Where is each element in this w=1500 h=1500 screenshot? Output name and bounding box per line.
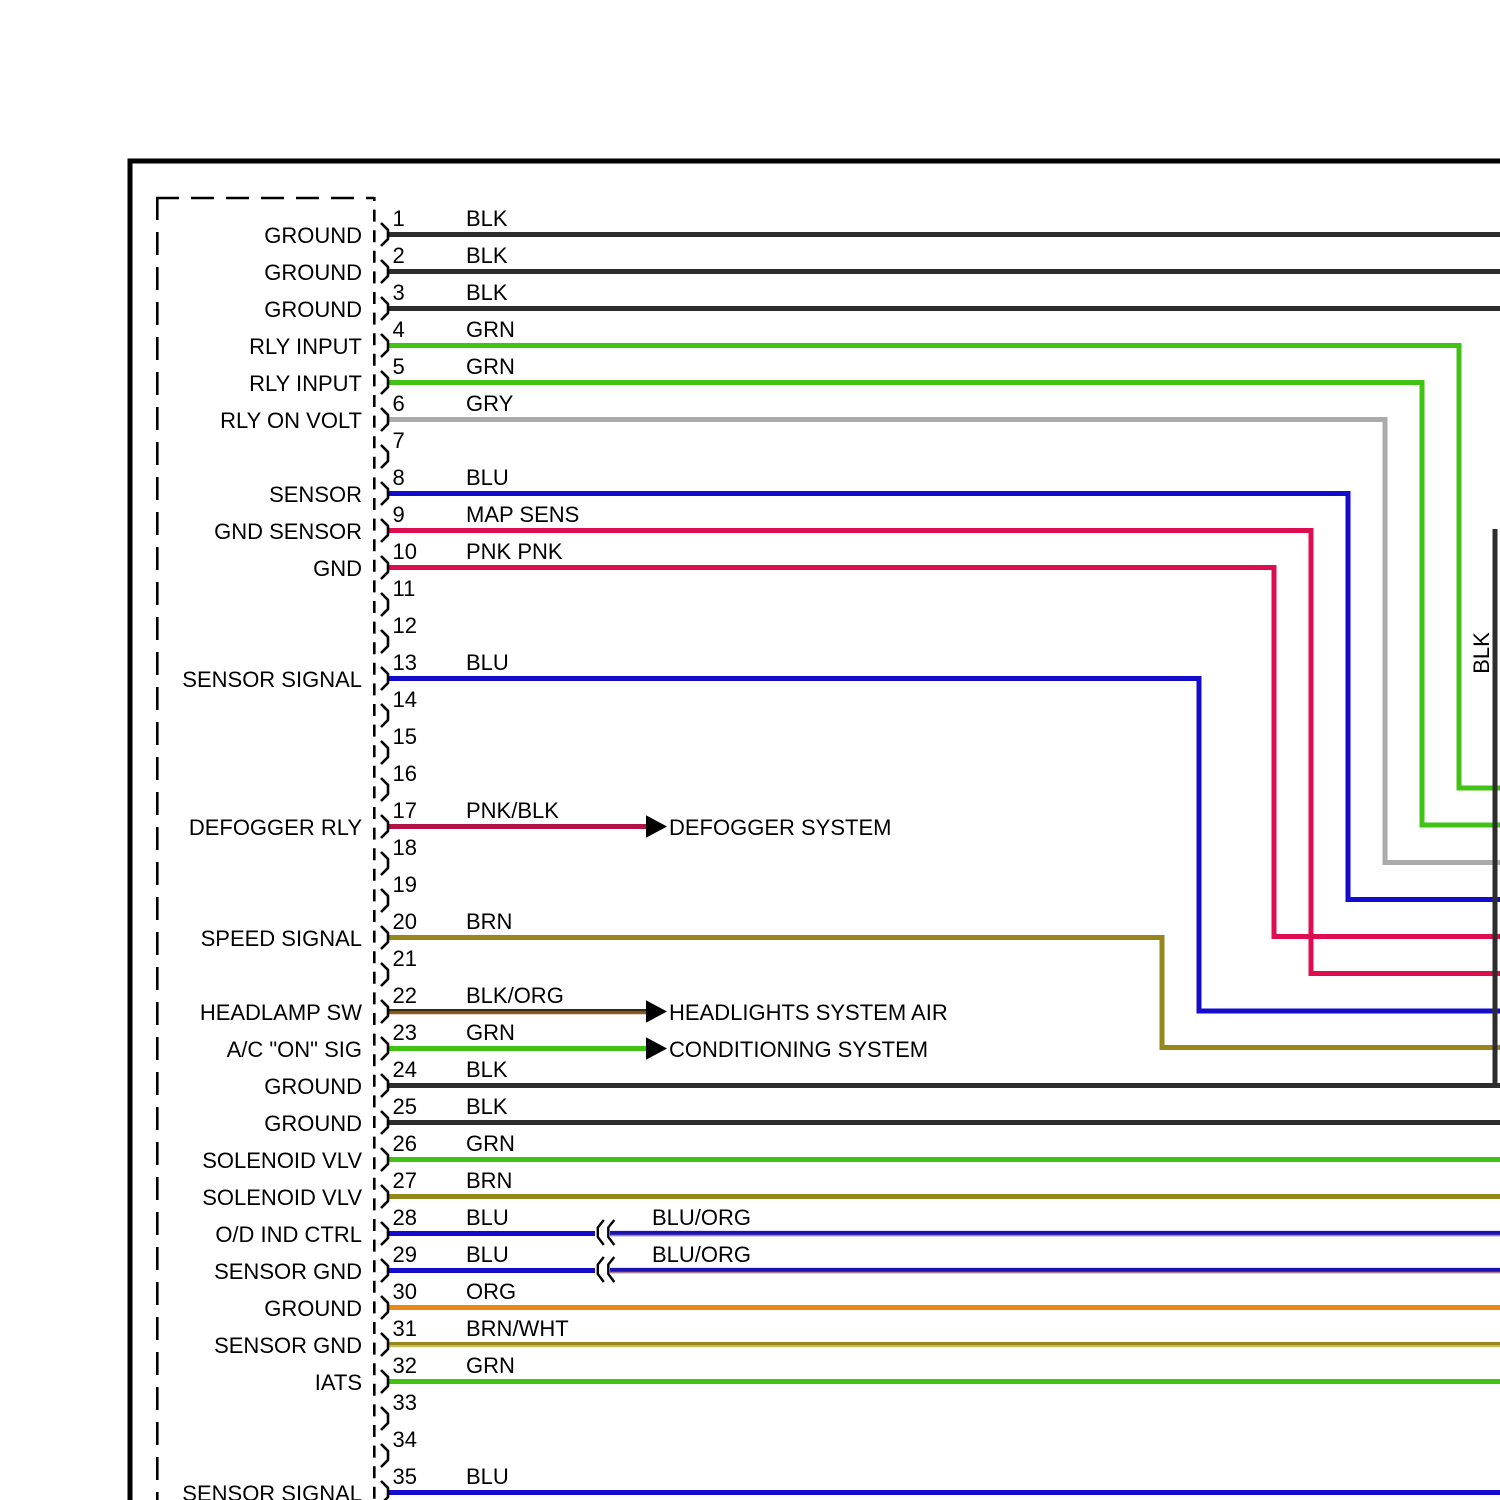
svg-text:30: 30 xyxy=(393,1279,417,1304)
svg-text:11: 11 xyxy=(393,576,416,601)
svg-text:GRN: GRN xyxy=(466,1131,515,1156)
svg-text:17: 17 xyxy=(393,798,417,823)
svg-text:12: 12 xyxy=(393,613,417,638)
svg-text:BLK: BLK xyxy=(466,1094,508,1119)
svg-text:24: 24 xyxy=(393,1057,417,1082)
svg-text:15: 15 xyxy=(393,724,417,749)
svg-text:BLK: BLK xyxy=(1469,632,1494,674)
svg-text:GRN: GRN xyxy=(466,317,515,342)
svg-text:GND SENSOR: GND SENSOR xyxy=(214,519,362,544)
svg-text:BLU/ORG: BLU/ORG xyxy=(652,1205,751,1230)
svg-text:SENSOR SIGNAL: SENSOR SIGNAL xyxy=(182,1481,362,1500)
svg-text:BLU: BLU xyxy=(466,465,509,490)
svg-text:SENSOR SIGNAL: SENSOR SIGNAL xyxy=(182,667,362,692)
svg-text:GROUND: GROUND xyxy=(264,260,362,285)
svg-text:PNK PNK: PNK PNK xyxy=(466,539,563,564)
svg-text:BLU: BLU xyxy=(466,1464,509,1489)
svg-text:HEADLIGHTS SYSTEM AIR: HEADLIGHTS SYSTEM AIR xyxy=(669,1000,948,1025)
svg-text:SENSOR GND: SENSOR GND xyxy=(214,1259,362,1284)
svg-text:6: 6 xyxy=(393,391,405,416)
svg-text:SENSOR GND: SENSOR GND xyxy=(214,1333,362,1358)
svg-text:33: 33 xyxy=(393,1390,417,1415)
svg-text:MAP SENS: MAP SENS xyxy=(466,502,579,527)
svg-text:GROUND: GROUND xyxy=(264,1111,362,1136)
svg-text:31: 31 xyxy=(393,1316,417,1341)
svg-text:8: 8 xyxy=(393,465,405,490)
svg-text:CONDITIONING SYSTEM: CONDITIONING SYSTEM xyxy=(669,1037,928,1062)
svg-text:O/D IND CTRL: O/D IND CTRL xyxy=(215,1222,362,1247)
svg-text:RLY INPUT: RLY INPUT xyxy=(249,334,362,359)
svg-text:32: 32 xyxy=(393,1353,417,1378)
svg-text:14: 14 xyxy=(393,687,417,712)
svg-text:25: 25 xyxy=(393,1094,417,1119)
svg-text:4: 4 xyxy=(393,317,405,342)
svg-text:7: 7 xyxy=(393,428,405,453)
svg-text:10: 10 xyxy=(393,539,417,564)
svg-text:20: 20 xyxy=(393,909,417,934)
svg-text:27: 27 xyxy=(393,1168,417,1193)
svg-text:IATS: IATS xyxy=(315,1370,362,1395)
svg-text:BLK: BLK xyxy=(466,1057,508,1082)
svg-text:1: 1 xyxy=(393,206,405,231)
svg-text:RLY INPUT: RLY INPUT xyxy=(249,371,362,396)
svg-text:19: 19 xyxy=(393,872,417,897)
svg-text:ORG: ORG xyxy=(466,1279,516,1304)
svg-text:A/C "ON" SIG: A/C "ON" SIG xyxy=(227,1037,362,1062)
svg-text:DEFOGGER RLY: DEFOGGER RLY xyxy=(189,815,363,840)
svg-text:18: 18 xyxy=(393,835,417,860)
svg-text:BLK: BLK xyxy=(466,243,508,268)
svg-text:GROUND: GROUND xyxy=(264,1296,362,1321)
svg-text:GND: GND xyxy=(313,556,362,581)
svg-text:23: 23 xyxy=(393,1020,417,1045)
svg-text:BRN/WHT: BRN/WHT xyxy=(466,1316,569,1341)
svg-text:35: 35 xyxy=(393,1464,417,1489)
svg-text:BLU: BLU xyxy=(466,1205,509,1230)
svg-text:5: 5 xyxy=(393,354,405,379)
svg-text:GRN: GRN xyxy=(466,354,515,379)
svg-text:BLU/ORG: BLU/ORG xyxy=(652,1242,751,1267)
svg-text:SPEED SIGNAL: SPEED SIGNAL xyxy=(201,926,362,951)
svg-text:29: 29 xyxy=(393,1242,417,1267)
svg-text:HEADLAMP SW: HEADLAMP SW xyxy=(200,1000,362,1025)
svg-text:28: 28 xyxy=(393,1205,417,1230)
svg-text:RLY ON VOLT: RLY ON VOLT xyxy=(220,408,362,433)
svg-text:GROUND: GROUND xyxy=(264,1074,362,1099)
svg-text:SOLENOID VLV: SOLENOID VLV xyxy=(202,1185,362,1210)
svg-text:26: 26 xyxy=(393,1131,417,1156)
svg-text:SENSOR: SENSOR xyxy=(269,482,362,507)
svg-text:GROUND: GROUND xyxy=(264,223,362,248)
svg-text:PNK/BLK: PNK/BLK xyxy=(466,798,559,823)
svg-text:DEFOGGER SYSTEM: DEFOGGER SYSTEM xyxy=(669,815,891,840)
svg-text:BLU: BLU xyxy=(466,1242,509,1267)
svg-text:BLK/ORG: BLK/ORG xyxy=(466,983,564,1008)
svg-text:3: 3 xyxy=(393,280,405,305)
svg-text:BRN: BRN xyxy=(466,1168,512,1193)
svg-text:2: 2 xyxy=(393,243,405,268)
svg-text:22: 22 xyxy=(393,983,417,1008)
svg-text:9: 9 xyxy=(393,502,405,527)
svg-text:16: 16 xyxy=(393,761,417,786)
svg-text:GRY: GRY xyxy=(466,391,514,416)
svg-text:13: 13 xyxy=(393,650,417,675)
svg-text:BLK: BLK xyxy=(466,206,508,231)
svg-text:BLU: BLU xyxy=(466,650,509,675)
svg-text:GRN: GRN xyxy=(466,1353,515,1378)
svg-text:34: 34 xyxy=(393,1427,417,1452)
svg-text:BRN: BRN xyxy=(466,909,512,934)
svg-text:21: 21 xyxy=(393,946,417,971)
svg-text:GRN: GRN xyxy=(466,1020,515,1045)
svg-text:SOLENOID VLV: SOLENOID VLV xyxy=(202,1148,362,1173)
svg-text:GROUND: GROUND xyxy=(264,297,362,322)
svg-text:BLK: BLK xyxy=(466,280,508,305)
